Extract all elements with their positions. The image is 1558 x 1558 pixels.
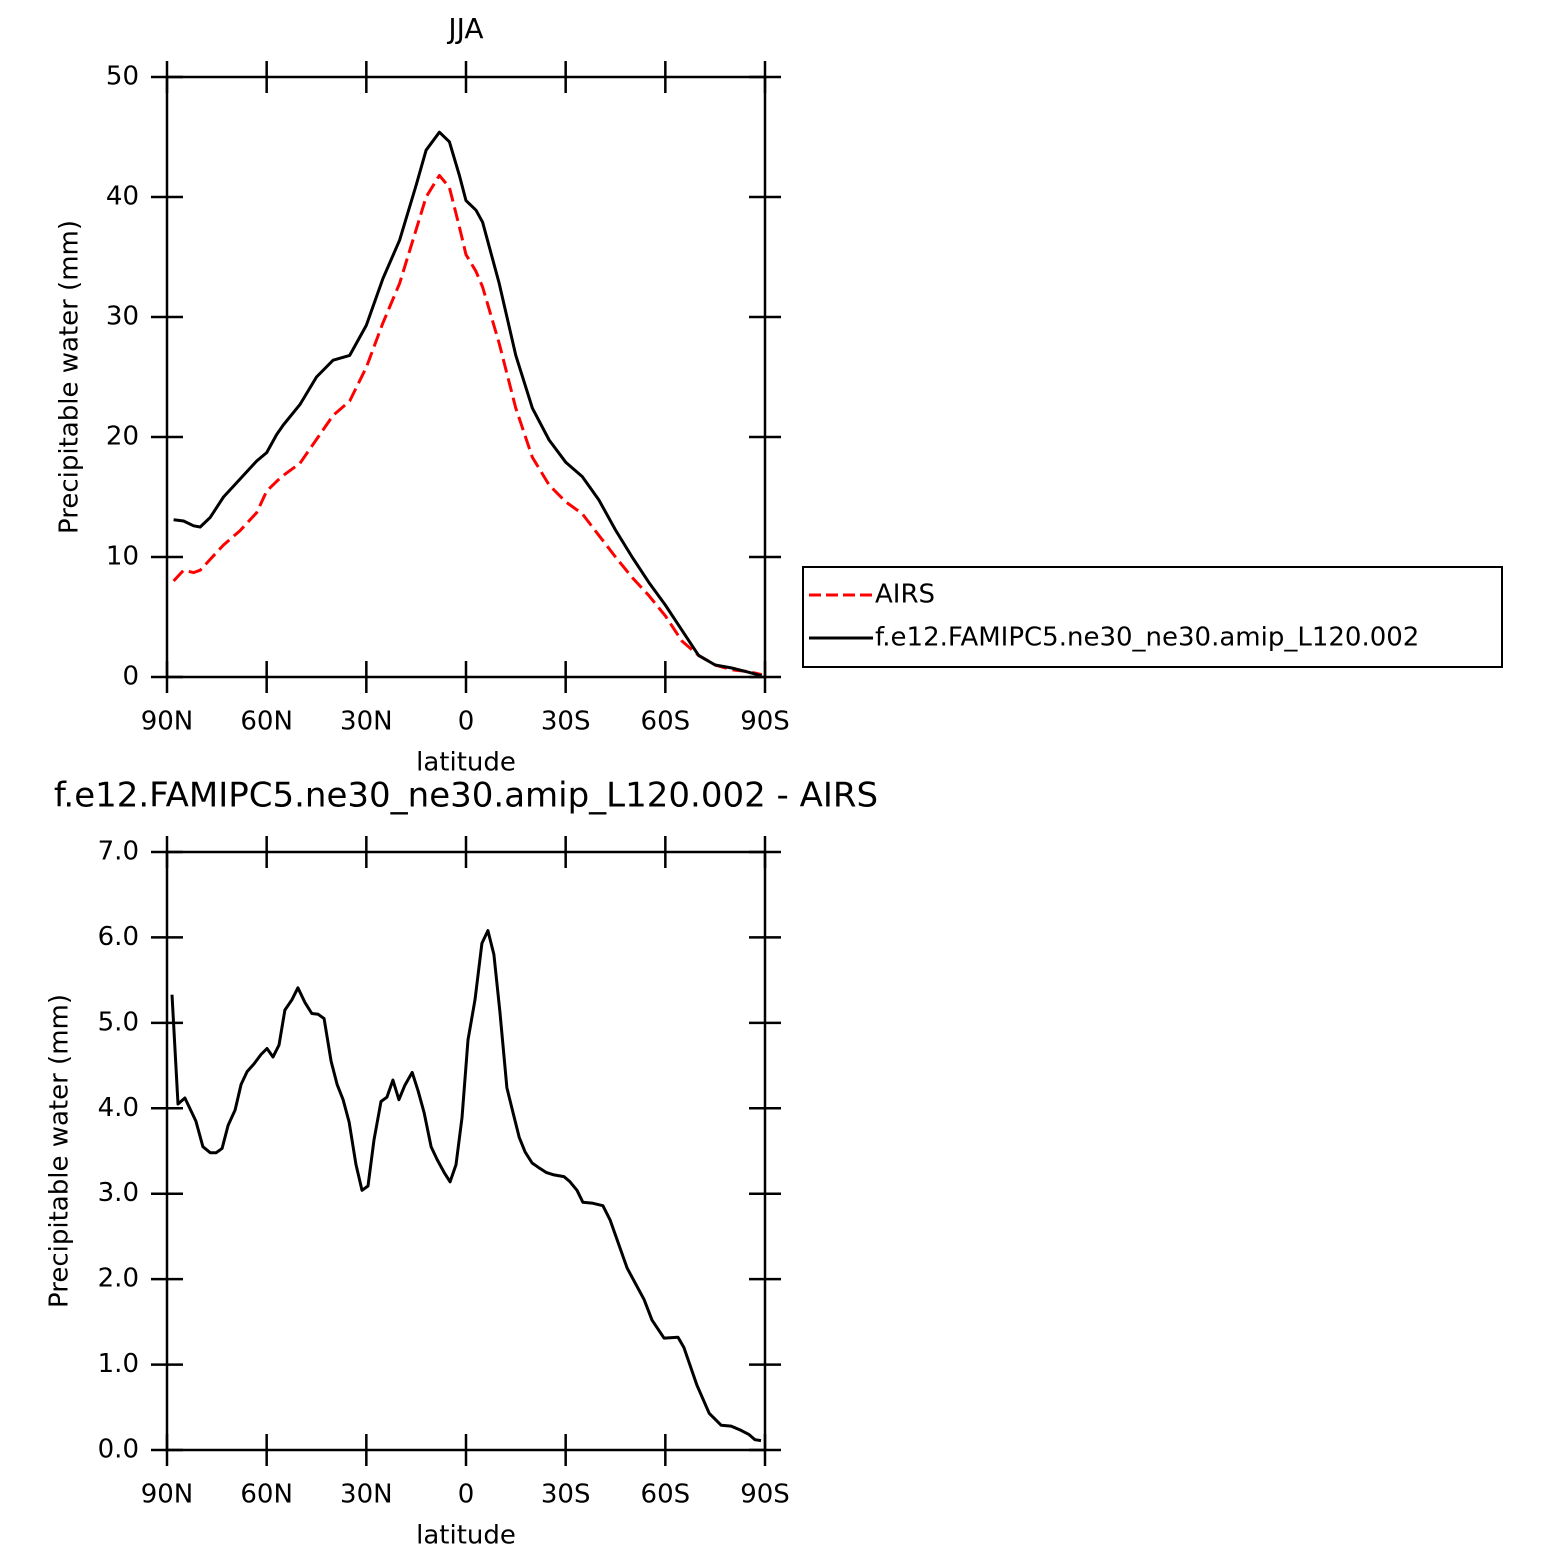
x-axis-label: latitude xyxy=(416,748,516,778)
y-tick-label: 2.0 xyxy=(98,1264,139,1294)
chart-title: f.e12.FAMIPC5.ne30_ne30.amip_L120.002 - … xyxy=(54,776,878,816)
y-tick-label: 4.0 xyxy=(98,1093,139,1123)
y-tick-label: 10 xyxy=(106,542,139,572)
y-tick-label: 0.0 xyxy=(98,1435,139,1465)
x-tick-label: 60S xyxy=(641,707,691,737)
x-tick-label: 60N xyxy=(240,707,293,737)
plot-frame xyxy=(165,850,767,1452)
y-tick-label: 40 xyxy=(106,182,139,212)
y-tick-label: 1.0 xyxy=(98,1349,139,1379)
y-tick-label: 3.0 xyxy=(98,1178,139,1208)
x-tick-label: 90N xyxy=(141,1480,194,1510)
x-tick-label: 30S xyxy=(541,707,591,737)
legend-label: f.e12.FAMIPC5.ne30_ne30.amip_L120.002 xyxy=(875,623,1419,653)
x-axis-label: latitude xyxy=(416,1521,516,1551)
x-tick-label: 30S xyxy=(541,1480,591,1510)
chart-title: JJA xyxy=(446,12,483,45)
plot-frame xyxy=(165,75,767,679)
data-line xyxy=(173,130,763,678)
y-tick-label: 50 xyxy=(106,62,139,92)
x-tick-label: 60S xyxy=(641,1480,691,1510)
y-tick-label: 0 xyxy=(122,662,139,692)
y-tick-label: 30 xyxy=(106,302,139,332)
x-tick-label: 90S xyxy=(740,707,790,737)
y-tick-label: 5.0 xyxy=(98,1007,139,1037)
data-line xyxy=(170,929,762,1443)
x-tick-label: 30N xyxy=(340,707,393,737)
x-tick-label: 90N xyxy=(141,707,194,737)
y-axis-label: Precipitable water (mm) xyxy=(55,220,85,534)
y-tick-label: 6.0 xyxy=(98,922,139,952)
x-tick-label: 0 xyxy=(458,707,475,737)
y-tick-label: 20 xyxy=(106,422,139,452)
data-line xyxy=(172,173,763,677)
x-tick-label: 60N xyxy=(240,1480,293,1510)
x-tick-label: 0 xyxy=(458,1480,475,1510)
x-tick-label: 30N xyxy=(340,1480,393,1510)
y-tick-label: 7.0 xyxy=(98,837,139,867)
x-tick-label: 90S xyxy=(740,1480,790,1510)
legend-label: AIRS xyxy=(875,580,935,610)
y-axis-label: Precipitable water (mm) xyxy=(45,994,75,1308)
legend-box xyxy=(802,566,1503,668)
